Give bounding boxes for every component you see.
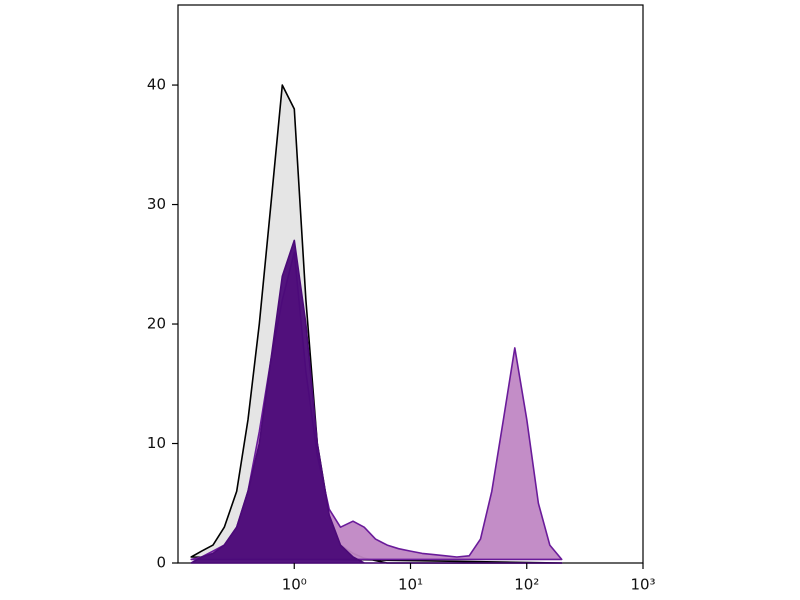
x-tick-label: 10¹	[398, 576, 423, 594]
y-tick-label: 20	[147, 315, 166, 333]
x-tick-label: 10²	[514, 576, 539, 594]
y-tick-label: 30	[147, 195, 166, 213]
x-tick-label: 10⁰	[282, 576, 307, 594]
histogram-area	[190, 239, 563, 564]
y-tick-label: 0	[156, 554, 166, 572]
y-tick-label: 10	[147, 434, 166, 452]
x-tick-label: 10³	[630, 576, 655, 594]
y-tick-label: 40	[147, 76, 166, 94]
